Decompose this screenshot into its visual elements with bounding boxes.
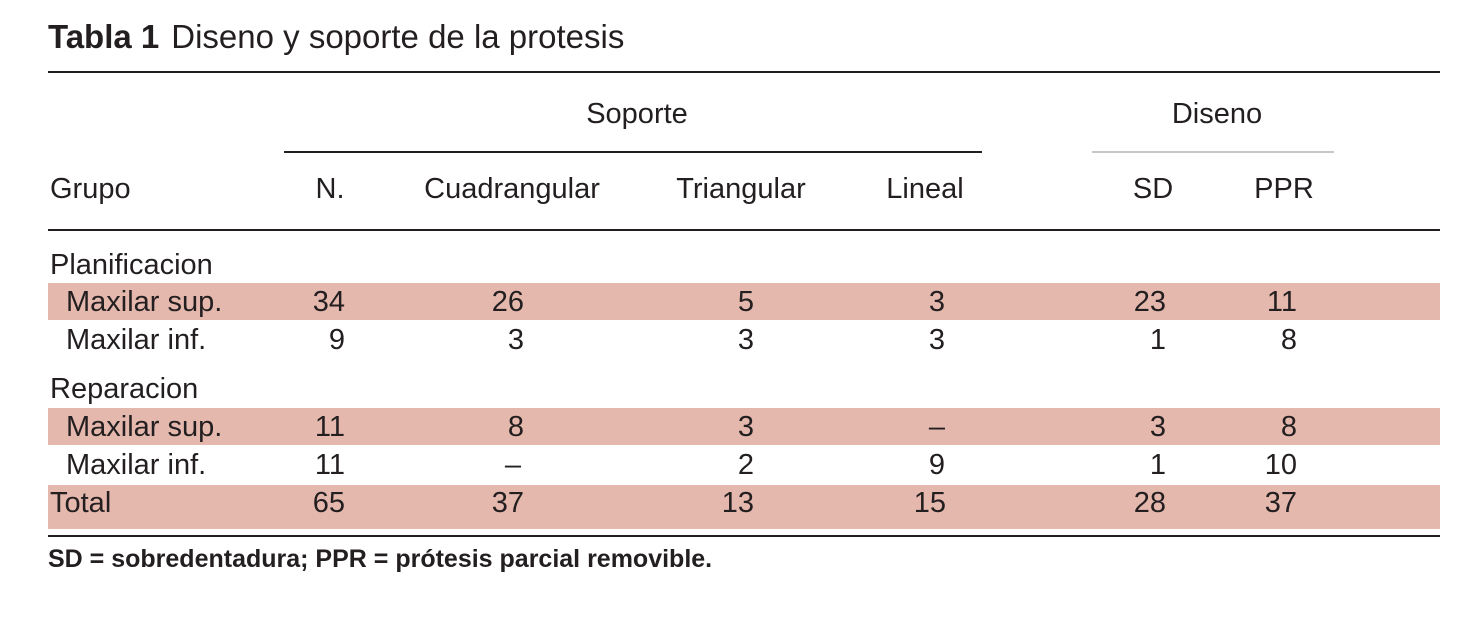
row-band: [48, 408, 1440, 445]
bottom-rule: [48, 535, 1440, 537]
row-label: Maxilar inf.: [66, 449, 207, 481]
group-label-planificacion: Planificacion: [50, 249, 213, 281]
cell-sd: 1: [1149, 324, 1166, 356]
col-header-grupo: Grupo: [50, 173, 131, 205]
table-footnote: SD = sobredentadura; PPR = prótesis parc…: [48, 545, 713, 573]
cell-lineal: 9: [928, 449, 946, 481]
cell-n: 34: [312, 286, 345, 318]
header-soporte: Soporte: [586, 98, 688, 130]
row-band: [48, 283, 1440, 320]
col-header-sd: SD: [1132, 173, 1174, 205]
header-diseno: Diseno: [1171, 98, 1263, 130]
cell-ppr: 10: [1264, 449, 1297, 481]
cell-ppr: 8: [1280, 411, 1297, 443]
total-band: [48, 485, 1440, 529]
total-cuadrangular: 37: [491, 487, 524, 519]
table-title: Tabla 1 Diseno y soporte de la protesis: [48, 18, 624, 56]
total-n: 65: [312, 487, 345, 519]
cell-n: 11: [314, 449, 345, 481]
cell-n: 11: [314, 411, 345, 443]
row-label: Maxilar sup.: [66, 286, 223, 318]
col-header-cuadrangular: Cuadrangular: [424, 173, 600, 205]
cell-triangular: 5: [737, 286, 754, 318]
soporte-rule: [284, 151, 982, 153]
cell-triangular: 3: [737, 324, 754, 356]
cell-n: 9: [328, 324, 345, 356]
row-label: Maxilar inf.: [66, 324, 207, 356]
row-label: Maxilar sup.: [66, 411, 223, 443]
table-caption: Diseno y soporte de la protesis: [171, 18, 625, 55]
total-sd: 28: [1133, 487, 1166, 519]
cell-lineal: –: [928, 411, 946, 443]
cell-cuadrangular: 8: [507, 411, 524, 443]
cell-ppr: 11: [1266, 286, 1297, 318]
cell-sd: 3: [1149, 411, 1166, 443]
total-triangular: 13: [721, 487, 754, 519]
total-lineal: 15: [913, 487, 946, 519]
top-rule: [48, 71, 1440, 73]
group-label-reparacion: Reparacion: [50, 373, 199, 405]
cell-triangular: 3: [737, 411, 754, 443]
total-ppr: 37: [1264, 487, 1297, 519]
total-label: Total: [50, 487, 112, 519]
col-header-triangular: Triangular: [676, 173, 806, 205]
col-header-lineal: Lineal: [886, 173, 964, 205]
table-number: Tabla 1: [48, 18, 160, 55]
cell-lineal: 3: [928, 286, 946, 318]
cell-ppr: 8: [1280, 324, 1297, 356]
cell-cuadrangular: 3: [507, 324, 524, 356]
col-header-n: N.: [315, 173, 345, 205]
col-header-ppr: PPR: [1254, 173, 1314, 205]
diseno-rule: [1092, 151, 1334, 153]
cell-triangular: 2: [737, 449, 754, 481]
cell-sd: 1: [1149, 449, 1166, 481]
header-rule: [48, 229, 1440, 231]
cell-lineal: 3: [928, 324, 946, 356]
cell-cuadrangular: –: [504, 449, 522, 481]
cell-sd: 23: [1133, 286, 1166, 318]
cell-cuadrangular: 26: [491, 286, 524, 318]
